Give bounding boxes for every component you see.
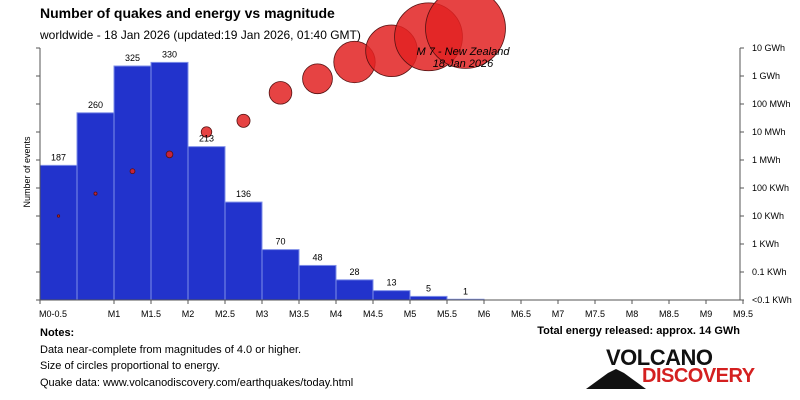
energy-tick-label: 100 KWh (752, 183, 789, 193)
notes-line: Data near-complete from magnitudes of 4.… (40, 343, 302, 356)
x-tick-label: M7 (552, 309, 565, 319)
energy-tick-label: 100 MWh (752, 99, 791, 109)
annotation-line1: M 7 - New Zealand (417, 46, 511, 58)
volcano-icon (586, 369, 646, 389)
x-tick-label: M6 (478, 309, 491, 319)
bar-value-label: 1 (463, 286, 468, 296)
energy-tick-label: 10 MWh (752, 127, 786, 137)
bar-value-label: 187 (51, 152, 66, 162)
energy-circle (236, 113, 251, 128)
energy-circle (268, 81, 293, 105)
histogram-bar (187, 146, 226, 301)
histogram-bar (224, 201, 263, 301)
energy-circle (425, 0, 506, 69)
x-tick-label: M3 (256, 309, 269, 319)
energy-tick-label: 10 KWh (752, 211, 784, 221)
bar-value-label: 325 (125, 53, 140, 63)
x-tick-label: M3.5 (289, 309, 309, 319)
energy-tick-label: 1 KWh (752, 239, 779, 249)
histogram-bar (150, 61, 189, 301)
x-tick-label: M2 (182, 309, 195, 319)
bar-value-label: 13 (386, 278, 396, 288)
energy-tick-label: 10 GWh (752, 43, 785, 53)
bar-value-label: 5 (426, 283, 431, 293)
chart-subtitle: worldwide - 18 Jan 2026 (updated:19 Jan … (40, 28, 361, 42)
energy-circle (200, 126, 213, 138)
x-tick-label: M1 (108, 309, 121, 319)
x-tick-label: M9.5 (733, 309, 753, 319)
histogram-bar (261, 249, 300, 301)
energy-circle (56, 214, 61, 218)
annotation-line2: 18 Jan 2026 (433, 58, 494, 70)
energy-circle (129, 168, 136, 175)
energy-circle (165, 150, 174, 159)
x-tick-label: M7.5 (585, 309, 605, 319)
energy-tick-label: 1 MWh (752, 155, 781, 165)
bar-value-label: 260 (88, 100, 103, 110)
x-tick-label: M9 (700, 309, 713, 319)
notes: Notes: Data near-complete from magnitude… (40, 325, 353, 391)
bar-value-label: 213 (199, 134, 214, 144)
x-tick-label: M0-0.5 (39, 309, 67, 319)
histogram-bar (372, 290, 411, 301)
energy-tick-label: 1 GWh (752, 71, 780, 81)
energy-tick-label: <0.1 KWh (752, 295, 792, 305)
total-energy: Total energy released: approx. 14 GWh (537, 325, 740, 337)
x-tick-label: M5 (404, 309, 417, 319)
bar-value-label: 70 (275, 237, 285, 247)
notes-line: Size of circles proportional to energy. (40, 360, 221, 372)
x-tick-label: M8.5 (659, 309, 679, 319)
bar-value-label: 136 (236, 189, 251, 199)
histogram-bar (298, 264, 337, 301)
x-tick-label: M5.5 (437, 309, 457, 319)
notes-line: Quake data: www.volcanodiscovery.com/ear… (40, 376, 354, 389)
bar-value-label: 28 (349, 267, 359, 277)
histogram-bar (409, 295, 448, 301)
histogram-bar (113, 65, 152, 301)
x-tick-label: M4.5 (363, 309, 383, 319)
x-tick-label: M1.5 (141, 309, 161, 319)
x-tick-label: M4 (330, 309, 343, 319)
volcano-discovery-logo: VOLCANO DISCOVERY (586, 345, 756, 390)
logo-line2: DISCOVERY (642, 365, 755, 387)
energy-tick-label: 0.1 KWh (752, 267, 787, 277)
histogram-bar (39, 164, 78, 301)
x-tick-label: M8 (626, 309, 639, 319)
bar-value-label: 48 (312, 252, 322, 262)
y-axis-label: Number of events (22, 136, 32, 208)
x-tick-label: M2.5 (215, 309, 235, 319)
logo-line1: VOLCANO (606, 345, 713, 370)
bar-value-label: 330 (162, 49, 177, 59)
histogram-bar (76, 112, 115, 301)
histogram-bar (335, 279, 374, 301)
x-tick-label: M6.5 (511, 309, 531, 319)
energy-circle (93, 191, 98, 196)
energy-circle (302, 63, 333, 95)
notes-heading: Notes: (40, 327, 75, 339)
chart-title: Number of quakes and energy vs magnitude (40, 5, 335, 21)
